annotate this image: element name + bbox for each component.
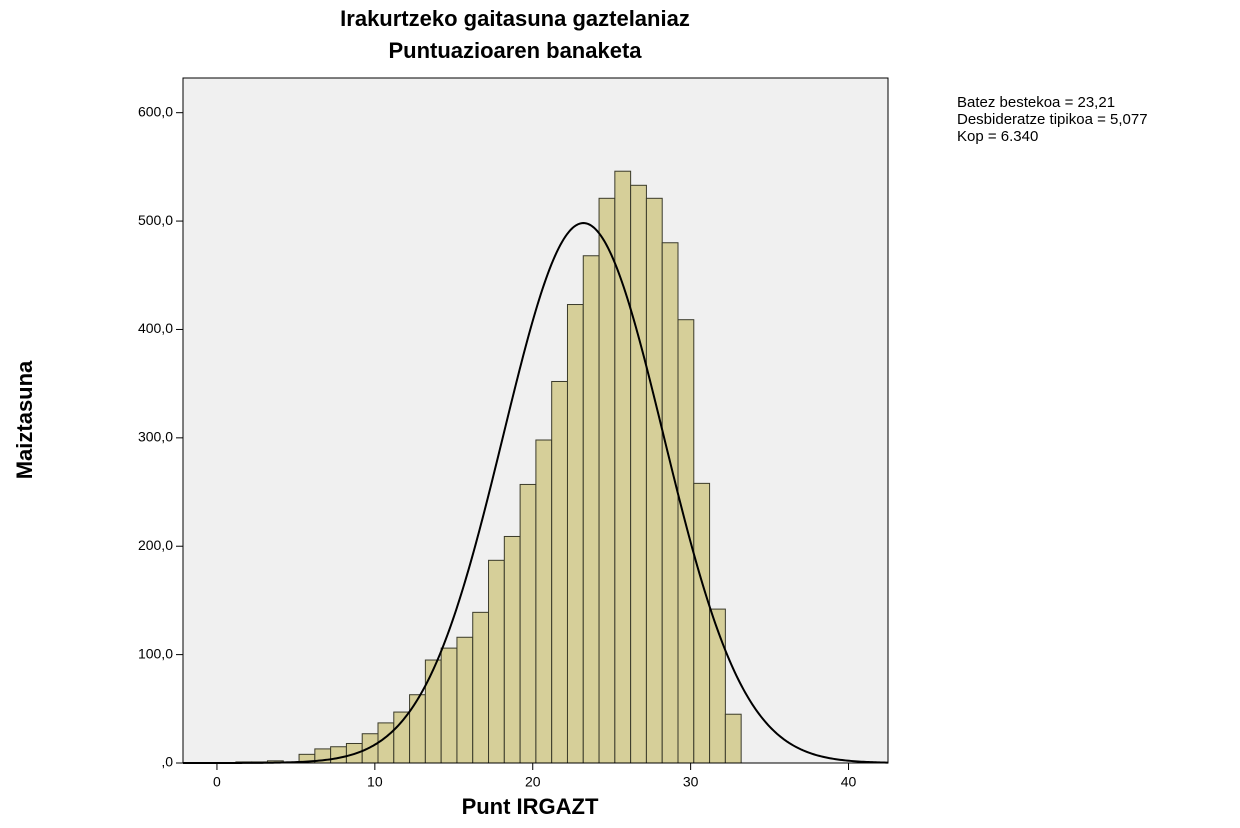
y-tick-label: 100,0 xyxy=(138,645,173,661)
bar xyxy=(377,722,395,764)
bar xyxy=(440,647,458,764)
bar xyxy=(503,535,521,764)
y-tick-label: 600,0 xyxy=(138,103,173,119)
x-tick-label: 20 xyxy=(525,774,541,790)
stat-text: Desbideratze tipikoa = 5,077 xyxy=(957,111,1148,128)
bar xyxy=(488,559,505,764)
bar xyxy=(472,611,490,764)
bar xyxy=(551,380,568,764)
bar xyxy=(614,170,632,764)
normal-curve xyxy=(183,222,889,764)
chart-title: Irakurtzeko gaitasuna gaztelaniaz xyxy=(340,6,690,31)
x-tick-label: 30 xyxy=(683,774,699,790)
stat-text: Kop = 6.340 xyxy=(957,128,1038,145)
bar xyxy=(693,482,711,764)
x-tick-label: 0 xyxy=(213,774,221,790)
y-tick-label: 400,0 xyxy=(138,320,173,336)
bar xyxy=(393,711,411,764)
bar xyxy=(566,304,584,764)
bar xyxy=(598,197,616,764)
bar xyxy=(661,242,679,764)
bar xyxy=(424,659,442,764)
bar xyxy=(535,439,553,764)
stat-text: Batez bestekoa = 23,21 xyxy=(957,94,1115,111)
bar xyxy=(519,483,537,764)
bar xyxy=(330,746,347,764)
y-tick-label: 300,0 xyxy=(138,429,173,445)
chart-subtitle: Puntuazioaren banaketa xyxy=(388,38,642,63)
y-axis-label: Maiztasuna xyxy=(12,360,37,479)
bar xyxy=(582,255,600,764)
bar xyxy=(724,713,742,764)
bar xyxy=(645,197,663,764)
x-tick-label: 10 xyxy=(367,774,383,790)
y-tick-label: ,0 xyxy=(161,754,173,770)
x-tick-label: 40 xyxy=(841,774,857,790)
plot-frame xyxy=(182,77,889,764)
y-tick-label: 200,0 xyxy=(138,537,173,553)
x-axis-label: Punt IRGAZT xyxy=(462,794,599,819)
y-tick-label: 500,0 xyxy=(138,212,173,228)
bar xyxy=(456,636,474,764)
bar xyxy=(409,694,426,764)
bar xyxy=(630,184,647,764)
